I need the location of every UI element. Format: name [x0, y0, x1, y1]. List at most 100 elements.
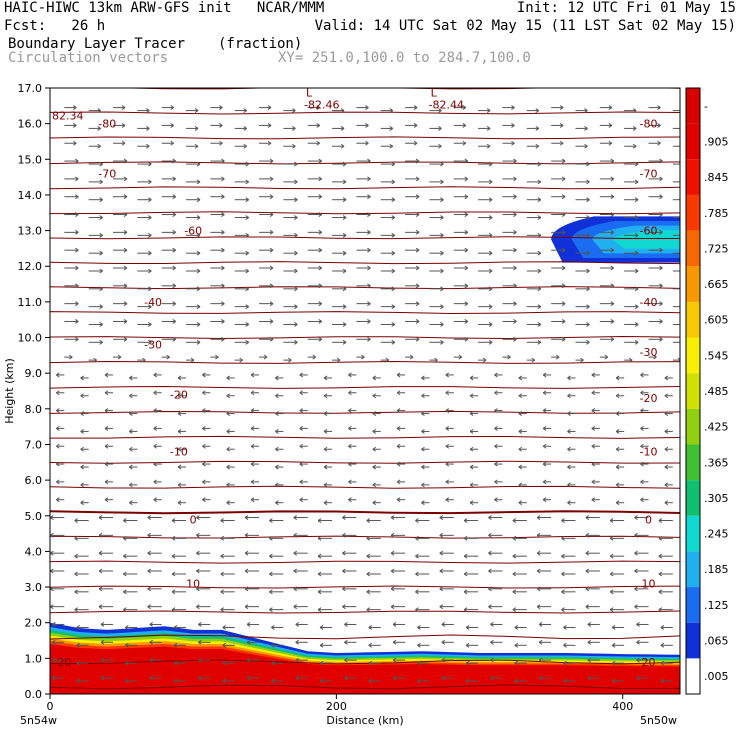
- wind-vector: [319, 678, 333, 684]
- wind-vector: [275, 428, 284, 434]
- temperature-contour: [50, 634, 680, 640]
- wind-vector: [348, 408, 357, 414]
- y-axis-title: Height (km): [3, 358, 16, 424]
- wind-vector: [542, 443, 552, 449]
- wind-vector: [421, 446, 430, 452]
- x-tick-label: 0: [47, 700, 54, 713]
- wind-vector: [664, 428, 673, 434]
- wind-vector: [488, 604, 503, 610]
- wind-vector: [429, 143, 442, 149]
- wind-vector: [332, 357, 341, 363]
- wind-vector: [113, 301, 128, 307]
- wind-vector: [585, 568, 600, 574]
- temperature-contour: [50, 286, 680, 290]
- temperature-contour: [50, 311, 680, 315]
- wind-vector: [317, 535, 333, 541]
- wind-vector: [137, 125, 150, 131]
- colorbar-label: .185: [704, 563, 729, 576]
- wind-vector: [380, 215, 396, 220]
- wind-vector: [275, 500, 284, 506]
- colorbar-label: .005: [704, 670, 729, 683]
- wind-vector: [129, 428, 138, 434]
- wind-vector: [469, 375, 479, 381]
- wind-vector: [591, 390, 600, 396]
- wind-vector: [259, 212, 274, 217]
- contour-label: -70: [98, 168, 116, 181]
- wind-vector: [307, 283, 323, 289]
- wind-vector: [259, 122, 272, 128]
- wind-vector: [415, 553, 430, 559]
- wind-vector: [171, 607, 187, 613]
- wind-vector: [490, 675, 503, 681]
- wind-vector: [226, 446, 235, 452]
- wind-vector: [149, 639, 162, 645]
- wind-vector: [177, 393, 187, 399]
- wind-vector: [587, 622, 600, 627]
- wind-vector: [210, 229, 225, 235]
- wind-vector: [591, 461, 600, 467]
- wind-vector: [405, 301, 420, 307]
- wind-vector: [348, 461, 357, 467]
- wind-vector: [100, 657, 113, 663]
- wind-vector: [299, 408, 308, 414]
- wind-vector: [599, 283, 615, 289]
- wind-vector: [356, 283, 371, 289]
- y-tick-label: 3.0: [25, 581, 43, 594]
- wind-vector: [453, 158, 469, 164]
- wind-vector: [587, 675, 600, 681]
- wind-vector: [210, 122, 223, 128]
- wind-vector: [202, 443, 211, 449]
- wind-vector: [88, 179, 103, 185]
- wind-vector: [636, 622, 649, 627]
- wind-vector: [648, 265, 663, 271]
- colorbar-swatch: [686, 337, 700, 374]
- wind-vector: [198, 639, 211, 645]
- wind-vector: [366, 571, 381, 577]
- wind-vector: [283, 125, 296, 131]
- colorbar-label: .605: [704, 314, 729, 327]
- wind-vector: [429, 108, 442, 114]
- wind-vector: [538, 657, 552, 663]
- wind-vector: [405, 122, 418, 128]
- wind-vector: [356, 229, 371, 235]
- wind-vector: [210, 158, 225, 164]
- wind-vector: [429, 339, 444, 345]
- wind-vector: [64, 354, 73, 360]
- wind-vector: [137, 197, 152, 203]
- wind-vector: [536, 586, 552, 592]
- wind-vector: [429, 125, 442, 131]
- wind-vector: [551, 265, 566, 271]
- wind-vector: [648, 319, 663, 324]
- wind-vector: [283, 232, 298, 238]
- wind-vector: [526, 304, 542, 310]
- wind-vector: [234, 286, 249, 292]
- wind-vector: [463, 553, 479, 559]
- wind-vector: [226, 464, 235, 470]
- contour-label: -10: [640, 446, 658, 459]
- wind-vector: [348, 479, 357, 485]
- wind-vector: [575, 339, 590, 345]
- wind-vector: [526, 108, 540, 114]
- wind-vector: [591, 372, 600, 378]
- wind-vector: [526, 357, 536, 363]
- contour-label: 20: [57, 656, 71, 669]
- wind-vector: [561, 589, 576, 595]
- wind-vector: [147, 515, 162, 520]
- wind-vector: [104, 497, 113, 503]
- wind-vector: [405, 336, 420, 342]
- contour-label: 0: [190, 513, 197, 526]
- wind-vector: [323, 375, 333, 381]
- wind-vector: [113, 194, 128, 200]
- wind-vector: [202, 425, 211, 431]
- colorbar-swatch: [686, 373, 700, 409]
- contour-label: -60: [640, 225, 658, 238]
- wind-vector: [153, 461, 162, 467]
- colorbar-label: .785: [704, 207, 729, 220]
- wind-vector: [113, 319, 128, 324]
- colorbar-swatch: [686, 515, 700, 552]
- wind-vector: [137, 357, 146, 363]
- wind-vector: [293, 515, 308, 520]
- wind-vector: [542, 372, 552, 378]
- wind-vector: [64, 122, 77, 128]
- colorbar-swatch: [686, 88, 700, 124]
